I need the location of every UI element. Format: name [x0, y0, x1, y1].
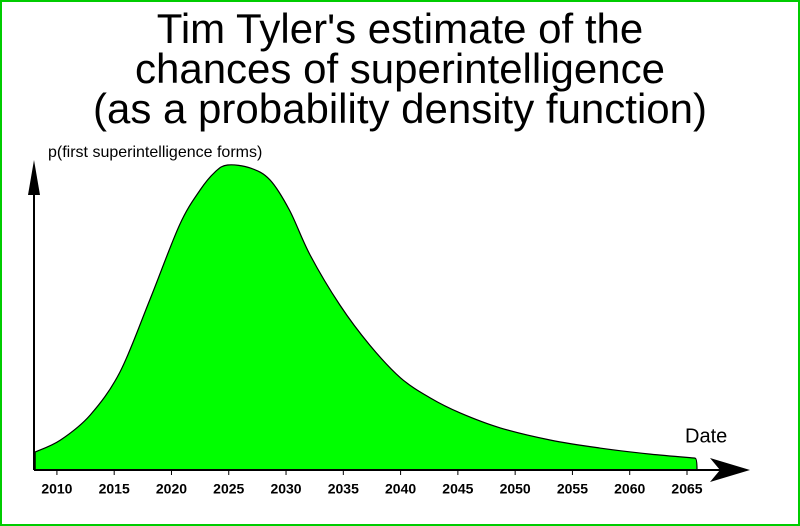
chart-title: Tim Tyler's estimate of the — [157, 5, 644, 52]
chart-title: (as a probability density function) — [93, 85, 707, 132]
x-tick-label: 2030 — [270, 481, 301, 497]
x-axis-arrow — [710, 458, 750, 482]
y-axis-arrow — [28, 160, 40, 195]
x-tick-label: 2065 — [671, 481, 702, 497]
chart-title: chances of superintelligence — [135, 45, 665, 92]
x-tick-label: 2045 — [442, 481, 473, 497]
x-tick-label: 2015 — [99, 481, 130, 497]
x-tick-label: 2050 — [500, 481, 531, 497]
area — [34, 164, 698, 471]
y-axis-label: p(first superintelligence forms) — [48, 144, 262, 161]
x-tick-label: 2025 — [213, 481, 244, 497]
x-tick-label: 2055 — [557, 481, 588, 497]
x-tick-label: 2020 — [156, 481, 187, 497]
x-tick-label: 2010 — [41, 481, 72, 497]
x-axis-label: Date — [685, 425, 727, 447]
x-tick-label: 2035 — [328, 481, 359, 497]
x-tick-label: 2060 — [614, 481, 645, 497]
x-tick-label: 2040 — [385, 481, 416, 497]
